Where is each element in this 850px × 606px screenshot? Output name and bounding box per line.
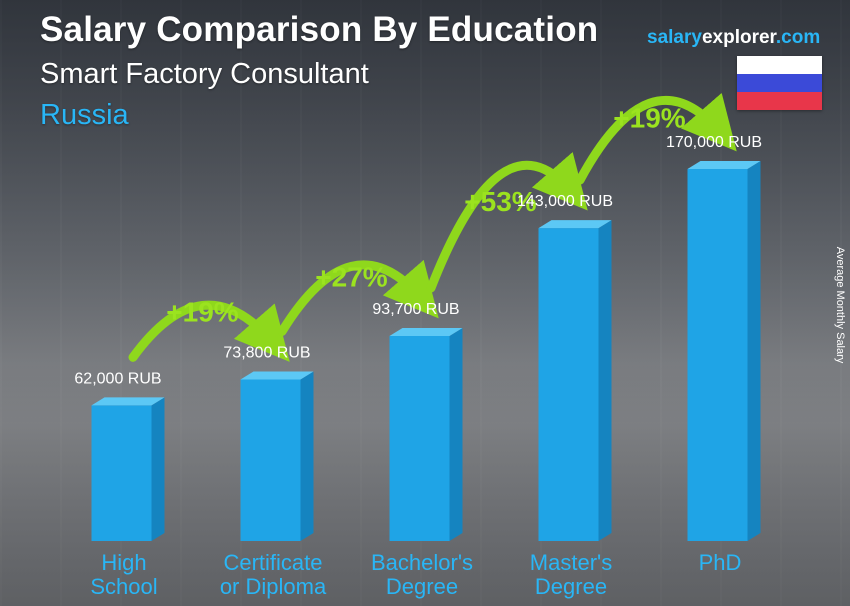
category-label: Master's Degree [530,550,612,599]
arrow-curve [575,92,737,185]
category-line: High [101,550,146,575]
increase-arrow-3: +19% [575,92,737,185]
bar-side [151,397,165,541]
bar-side [598,220,612,542]
value-label: 170,000 RUB [666,134,762,151]
category-line: Bachelor's [371,550,473,575]
category-line: PhD [699,550,742,575]
page-title: Salary Comparison By Education [40,10,599,49]
russia-flag-icon [737,56,822,110]
header: Salary Comparison By Education Smart Fac… [40,10,598,132]
bar-front [240,379,301,541]
increase-arrow-2: +53% [426,151,588,293]
increase-arrow-0: +19% [128,296,290,362]
bar-top [687,161,761,169]
percent-increase-label: +19% [613,103,685,134]
bar-side [300,371,314,541]
bar-front [538,228,599,542]
brand-part-explorer: explorer [701,27,776,48]
category-line: School [90,574,157,599]
value-label: 143,000 RUB [517,193,613,210]
bar-top [538,220,612,229]
bar-top [240,371,314,380]
bar-front [687,169,748,541]
bar-2 [389,327,463,541]
bar-top [389,327,463,336]
bar-1 [240,371,314,541]
category-label: High School [90,550,157,599]
value-label: 93,700 RUB [372,301,459,318]
category-line: Degree [386,574,458,599]
arrow-curve [277,259,439,337]
bar-0 [91,397,165,541]
category-label: Certificate or Diploma [220,550,327,599]
category-line: Master's [530,550,612,575]
bar-front [389,335,450,541]
percent-increase-label: +27% [315,262,387,293]
percent-increase-label: +19% [166,296,238,327]
bar-4 [687,161,761,541]
bar-side [449,327,463,541]
job-title: Smart Factory Consultant [40,58,369,90]
brand-part-domain: .com [775,27,821,48]
category-label: PhD [699,550,742,575]
arrow-curve [426,151,588,293]
value-label: 62,000 RUB [74,370,161,387]
category-line: or Diploma [220,574,327,599]
increase-arrow-1: +27% [277,259,439,337]
percent-increase-label: +53% [464,186,536,217]
category-line: Degree [535,574,607,599]
bar-top [91,397,165,406]
category-label: Bachelor's Degree [371,550,473,599]
value-label: 73,800 RUB [223,345,310,362]
brand-logo[interactable]: salaryexplorer.com [647,27,820,49]
arrow-curve [128,300,290,362]
brand-part-salary: salary [647,27,702,48]
bar-front [91,405,152,541]
bar-side [747,161,761,541]
bar-3 [538,220,612,542]
country-label: Russia [40,99,129,131]
category-line: Certificate [223,550,322,575]
